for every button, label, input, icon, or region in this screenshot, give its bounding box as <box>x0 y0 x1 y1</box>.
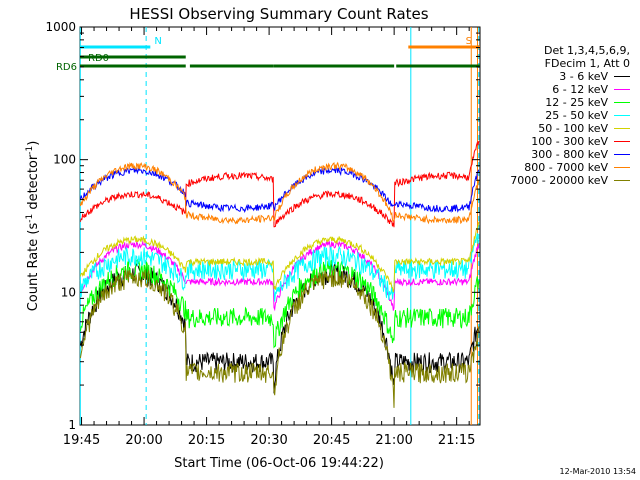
y-axis-label-main: Count Rate (s <box>26 223 41 312</box>
y-axis-label: Count Rate (s-1 detector-1) <box>25 141 41 312</box>
legend-swatch-7 <box>614 167 630 168</box>
series-layer <box>79 140 480 408</box>
series-line-2 <box>79 259 480 349</box>
y-tick-label-3: 1000 <box>45 20 76 34</box>
legend-entry-4: 50 - 100 keV <box>470 122 632 135</box>
y-tick-label-0: 1 <box>68 418 76 432</box>
legend-swatch-1 <box>614 89 630 90</box>
series-line-3 <box>79 233 480 302</box>
legend-label-7: 800 - 7000 keV <box>524 161 608 174</box>
series-line-6 <box>79 166 480 213</box>
x-tick-label-6: 21:15 <box>438 433 475 448</box>
axis-layer: 1 10 100 1000 19:45 20:00 20:15 20:30 20:45 21:00… <box>45 20 480 448</box>
legend-entry-7: 800 - 7000 keV <box>470 161 632 174</box>
legend-swatch-3 <box>614 115 630 116</box>
x-tick-label-0: 19:45 <box>63 433 100 448</box>
series-line-5 <box>79 140 480 228</box>
series-line-1 <box>80 240 480 312</box>
legend-entry-2: 12 - 25 keV <box>470 96 632 109</box>
y-axis-label-end: ) <box>26 141 41 146</box>
legend-entry-8: 7000 - 20000 keV <box>470 174 632 187</box>
chart-title: HESSI Observing Summary Count Rates <box>129 5 428 23</box>
y-tick-label-1: 10 <box>61 285 76 299</box>
legend: Det 1,3,4,5,6,9, FDecim 1, Att 0 3 - 6 k… <box>470 44 632 187</box>
legend-entry-5: 100 - 300 keV <box>470 135 632 148</box>
legend-swatch-2 <box>614 102 630 103</box>
legend-entry-3: 25 - 50 keV <box>470 109 632 122</box>
y-axis-label-mid: detector <box>26 154 41 214</box>
legend-label-1: 6 - 12 keV <box>552 83 608 96</box>
flag-label-rd6: RD6 <box>56 62 77 73</box>
legend-swatch-5 <box>614 141 630 142</box>
x-tick-label-1: 20:00 <box>125 433 162 448</box>
x-tick-label-4: 20:45 <box>313 433 350 448</box>
flag-layer: N S RD0 RD6 <box>56 36 480 73</box>
flag-label-rd0: RD0 <box>88 53 109 64</box>
legend-entry-6: 300 - 800 keV <box>470 148 632 161</box>
legend-label-5: 100 - 300 keV <box>531 135 608 148</box>
legend-swatch-0 <box>614 76 630 77</box>
legend-entry-0: 3 - 6 keV <box>470 70 632 83</box>
legend-header-1: Det 1,3,4,5,6,9, <box>543 44 630 57</box>
series-line-8 <box>79 268 480 408</box>
legend-entry-1: 6 - 12 keV <box>470 83 632 96</box>
legend-header-2: FDecim 1, Att 0 <box>544 57 630 70</box>
legend-label-3: 25 - 50 keV <box>545 109 608 122</box>
legend-swatch-6 <box>614 154 630 155</box>
x-tick-label-5: 21:00 <box>375 433 412 448</box>
legend-label-4: 50 - 100 keV <box>538 122 608 135</box>
legend-label-0: 3 - 6 keV <box>559 70 608 83</box>
y-tick-label-2: 100 <box>53 153 76 167</box>
legend-label-2: 12 - 25 keV <box>545 96 608 109</box>
timestamp: 12-Mar-2010 13:54 <box>559 467 637 476</box>
x-tick-label-3: 20:30 <box>250 433 287 448</box>
flag-label-n: N <box>154 36 161 47</box>
legend-label-6: 300 - 800 keV <box>531 148 608 161</box>
legend-swatch-4 <box>614 128 630 129</box>
x-axis-label: Start Time (06-Oct-06 19:44:22) <box>174 456 384 471</box>
legend-label-8: 7000 - 20000 keV <box>510 174 608 187</box>
legend-series: 3 - 6 keV 6 - 12 keV 12 - 25 keV 25 - 50 ke… <box>470 70 632 187</box>
y-axis-label-sup1: -1 <box>25 214 35 223</box>
legend-swatch-8 <box>614 180 630 181</box>
series-line-4 <box>79 221 480 293</box>
y-axis-label-sup2: -1 <box>25 146 35 155</box>
flag-label-s: S <box>466 36 472 47</box>
x-tick-label-2: 20:15 <box>188 433 225 448</box>
series-line-7 <box>79 161 480 225</box>
